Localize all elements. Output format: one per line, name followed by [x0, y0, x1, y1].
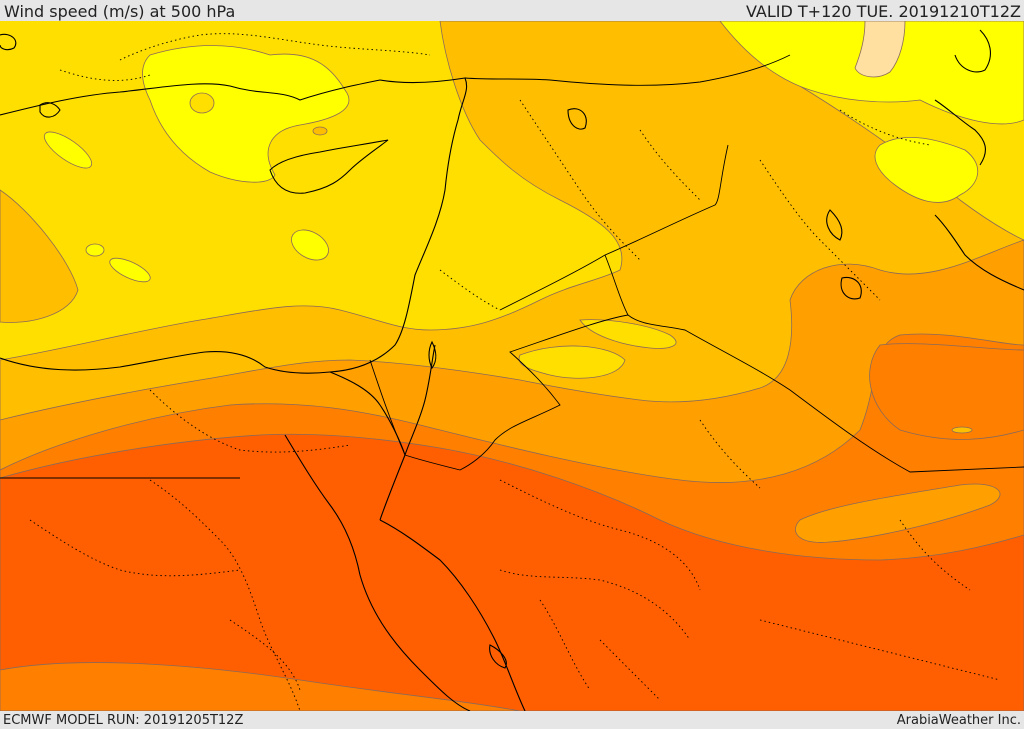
- wind-blob: [109, 257, 151, 283]
- political-borders: [0, 54, 1024, 479]
- wind-speed-map: [0, 21, 1024, 711]
- wind-blob: [312, 126, 328, 136]
- header-bar: Wind speed (m/s) at 500 hPa VALID T+120 …: [0, 0, 1024, 21]
- wind-band-5-south: [0, 662, 521, 711]
- wind-band-5-east-oval: [795, 483, 1001, 543]
- wind-band-2-pocket-2: [518, 345, 626, 379]
- wind-band-lightest: [854, 21, 906, 78]
- wind-blob: [951, 426, 973, 434]
- wind-band-2-pocket: [579, 319, 677, 349]
- wind-blob: [291, 229, 329, 261]
- credit-label: ArabiaWeather Inc.: [896, 713, 1021, 728]
- wind-blob: [189, 92, 215, 114]
- valid-time: VALID T+120 TUE. 20191210T12Z: [745, 2, 1021, 21]
- wind-band-6-east-lobe: [869, 343, 1024, 440]
- wind-blob: [43, 131, 93, 169]
- internal-borders: [29, 33, 1001, 711]
- footer-bar: ECMWF MODEL RUN: 20191205T12Z ArabiaWeat…: [0, 711, 1024, 729]
- map-title: Wind speed (m/s) at 500 hPa: [4, 2, 236, 21]
- wind-band-6: [0, 433, 1024, 711]
- wind-band-1-iran: [874, 137, 979, 203]
- wind-band-3-west-lobe: [0, 189, 79, 323]
- wind-band-1: [142, 45, 350, 183]
- coastlines: [0, 29, 1024, 711]
- wind-blob: [85, 243, 105, 257]
- model-run: ECMWF MODEL RUN: 20191205T12Z: [3, 713, 244, 728]
